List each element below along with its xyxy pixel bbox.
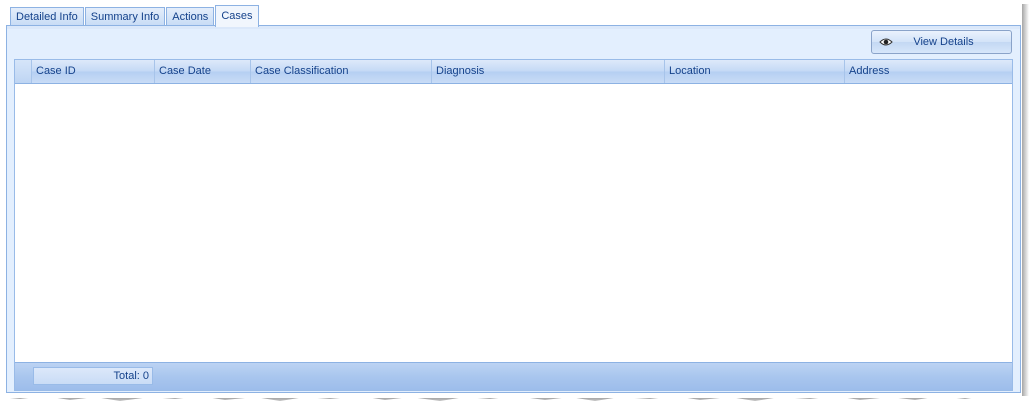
frame-shadow-right xyxy=(1022,4,1029,396)
window-frame: Detailed Info Summary Info Actions Cases… xyxy=(6,5,1021,393)
tab-actions[interactable]: Actions xyxy=(166,7,215,26)
view-details-label: View Details xyxy=(913,36,974,48)
tab-detailed-info[interactable]: Detailed Info xyxy=(10,7,84,26)
column-header-location[interactable]: Location xyxy=(665,60,845,83)
column-header-case-id[interactable]: Case ID xyxy=(32,60,155,83)
panel-top-band xyxy=(7,26,1020,29)
tab-strip: Detailed Info Summary Info Actions Cases xyxy=(10,5,260,27)
view-details-button[interactable]: View Details xyxy=(871,30,1012,54)
frame-shadow-bottom xyxy=(4,398,1022,407)
cases-grid: Case ID Case Date Case Classification Di… xyxy=(14,59,1013,391)
eye-icon xyxy=(878,36,894,48)
grid-footer: Total: 0 xyxy=(15,362,1012,390)
cases-panel: View Details Case ID Case Date Case Clas… xyxy=(6,25,1021,393)
total-count: Total: 0 xyxy=(33,367,153,385)
row-indicator-header xyxy=(15,60,32,83)
column-header-diagnosis[interactable]: Diagnosis xyxy=(432,60,665,83)
column-header-case-classification[interactable]: Case Classification xyxy=(251,60,432,83)
tab-cases[interactable]: Cases xyxy=(215,5,259,27)
grid-header: Case ID Case Date Case Classification Di… xyxy=(15,60,1012,84)
grid-body[interactable] xyxy=(15,84,1012,362)
column-header-case-date[interactable]: Case Date xyxy=(155,60,251,83)
tab-summary-info[interactable]: Summary Info xyxy=(84,7,166,26)
column-header-address[interactable]: Address xyxy=(849,65,890,77)
